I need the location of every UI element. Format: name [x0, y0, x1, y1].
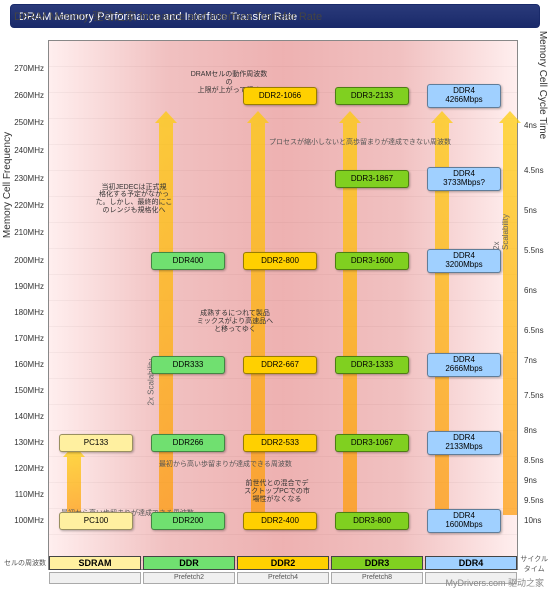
right-tick: 4ns: [524, 121, 550, 130]
memory-speed-node: PC100: [59, 512, 133, 530]
scale-label: 2x Scalability: [492, 214, 510, 250]
memory-speed-node: DDR3-1867: [335, 170, 409, 188]
column-header: DDR3: [331, 556, 423, 570]
starburst-callout: 当初JEDECは正式規 格化する予定がなかっ た。しかし、最終的にこ のレンジも…: [89, 169, 179, 229]
starburst-callout: 前世代との混合でデ スクトップPCでの市 場性がなくなる: [233, 469, 321, 515]
right-tick: 8ns: [524, 426, 550, 435]
text-annotation: 最初から高い歩留まりが達成できる周波数: [159, 459, 292, 469]
chart-area: 2x Scalability2x ScalabilityDRAMセルの動作周波数…: [48, 40, 518, 570]
left-tick: 200MHz: [4, 256, 44, 265]
memory-speed-node: DDR4 4266Mbps: [427, 84, 501, 108]
left-tick: 160MHz: [4, 360, 44, 369]
memory-speed-node: DDR4 2133Mbps: [427, 431, 501, 455]
memory-speed-node: DDR400: [151, 252, 225, 270]
memory-speed-node: DDR2-533: [243, 434, 317, 452]
left-tick: 220MHz: [4, 201, 44, 210]
left-tick: 150MHz: [4, 386, 44, 395]
column-header: SDRAM: [49, 556, 141, 570]
prefetch-cell: Prefetch4: [237, 572, 329, 584]
left-tick: 100MHz: [4, 516, 44, 525]
corner-right-label: サイクル タイム: [520, 554, 548, 574]
left-tick: 170MHz: [4, 334, 44, 343]
right-tick: 10ns: [524, 516, 550, 525]
starburst-callout: 成熟するにつれて製品 ミックスがより高速品へ と移ってゆく: [191, 299, 279, 345]
memory-speed-node: DDR2-667: [243, 356, 317, 374]
right-tick: 9ns: [524, 476, 550, 485]
text-annotation: プロセスが縮小しないと高歩留まりが達成できない周波数: [269, 137, 451, 147]
column-header: DDR: [143, 556, 235, 570]
y-axis-left: 270MHz 260MHz 250MHz 240MHz 230MHz 220MHz 210M…: [0, 40, 46, 550]
corner-left-label: セルの周波数: [4, 558, 46, 568]
memory-speed-node: DDR3-1333: [335, 356, 409, 374]
scalability-arrow: [67, 455, 81, 515]
left-tick: 210MHz: [4, 228, 44, 237]
right-tick: 8.5ns: [524, 456, 550, 465]
right-tick: 7ns: [524, 356, 550, 365]
memory-speed-node: DDR4 3733Mbps?: [427, 167, 501, 191]
y-axis-right: 4ns 4.5ns 5ns 5.5ns 6ns 6.5ns 7ns 7.5ns 8ns 8.5ns…: [522, 40, 550, 550]
memory-speed-node: DDR3-800: [335, 512, 409, 530]
left-tick: 190MHz: [4, 282, 44, 291]
memory-speed-node: DDR2-800: [243, 252, 317, 270]
left-tick: 230MHz: [4, 174, 44, 183]
left-tick: 250MHz: [4, 118, 44, 127]
memory-speed-node: DDR333: [151, 356, 225, 374]
right-tick: 9.5ns: [524, 496, 550, 505]
prefetch-cell: Prefetch8: [331, 572, 423, 584]
right-tick: 4.5ns: [524, 166, 550, 175]
left-tick: 270MHz: [4, 64, 44, 73]
prefetch-cell: [49, 572, 141, 584]
memory-speed-node: DDR4 1600Mbps: [427, 509, 501, 533]
column-header: DDR4: [425, 556, 517, 570]
scalability-arrow: [503, 121, 517, 515]
memory-speed-node: DDR4 3200Mbps: [427, 249, 501, 273]
overlay-header: DRAM Memory 驱动之家 formance and Interface …: [14, 8, 322, 24]
right-tick: 7.5ns: [524, 391, 550, 400]
left-tick: 240MHz: [4, 146, 44, 155]
memory-speed-node: DDR2-400: [243, 512, 317, 530]
memory-speed-node: DDR4 2666Mbps: [427, 353, 501, 377]
memory-speed-node: DDR3-1600: [335, 252, 409, 270]
watermark: MyDrivers.com 驱动之家: [446, 576, 545, 589]
memory-speed-node: DDR200: [151, 512, 225, 530]
column-header: DDR2: [237, 556, 329, 570]
memory-speed-node: DDR3-1067: [335, 434, 409, 452]
left-tick: 260MHz: [4, 91, 44, 100]
memory-speed-node: PC133: [59, 434, 133, 452]
column-header-row: SDRAMDDRDDR2DDR3DDR4: [48, 556, 518, 570]
prefetch-cell: Prefetch2: [143, 572, 235, 584]
right-tick: 5ns: [524, 206, 550, 215]
chart-container: DRAM Memory Performance and Interface Tr…: [0, 0, 550, 601]
left-tick: 110MHz: [4, 490, 44, 499]
memory-speed-node: DDR3-2133: [335, 87, 409, 105]
left-tick: 180MHz: [4, 308, 44, 317]
right-tick: 6.5ns: [524, 326, 550, 335]
memory-speed-node: DDR2-1066: [243, 87, 317, 105]
memory-speed-node: DDR266: [151, 434, 225, 452]
right-tick: 6ns: [524, 286, 550, 295]
left-tick: 130MHz: [4, 438, 44, 447]
right-tick: 5.5ns: [524, 246, 550, 255]
left-tick: 140MHz: [4, 412, 44, 421]
left-tick: 120MHz: [4, 464, 44, 473]
